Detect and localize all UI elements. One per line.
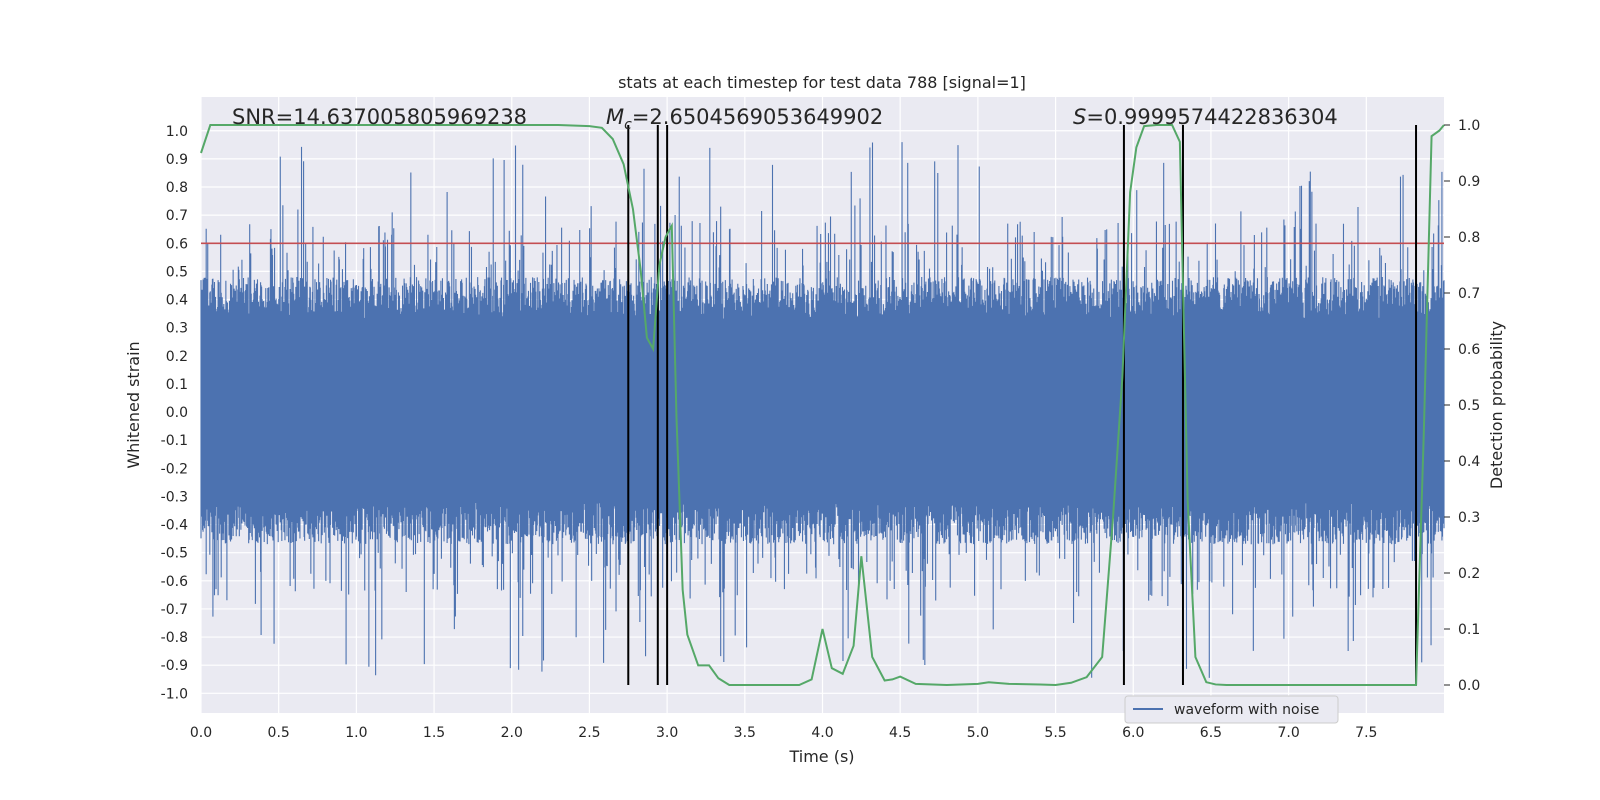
y-tick-label: 0.7 — [166, 208, 188, 224]
y-tick-label: 0.4 — [166, 293, 188, 309]
waveform-trace — [200, 142, 1445, 678]
y-tick-label: 0.3 — [166, 321, 188, 337]
x-tick-label: 7.0 — [1277, 725, 1299, 741]
y-tick-label: -0.9 — [161, 658, 188, 674]
y-axis-right-label: Detection probability — [1487, 321, 1506, 489]
chirp-mass-subscript: c — [624, 117, 632, 133]
y-tick-label: 0.9 — [166, 152, 188, 168]
x-tick-label: 5.5 — [1044, 725, 1066, 741]
x-tick-label: 5.0 — [967, 725, 989, 741]
chirp-mass-value: =2.6504569053649902 — [632, 105, 883, 129]
y-tick-label: -0.4 — [161, 518, 188, 534]
x-tick-label: 6.0 — [1122, 725, 1144, 741]
x-tick-label: 1.0 — [345, 725, 367, 741]
y-tick-label: -0.3 — [161, 489, 188, 505]
legend: waveform with noise — [1124, 695, 1339, 724]
y-tick-label: 0.5 — [166, 264, 188, 280]
y-right-tick-label: 0.5 — [1458, 398, 1480, 414]
y-tick-label: -0.8 — [161, 630, 188, 646]
ticks-layer: 0.0 0.5 1.0 1.5 2.0 2.5 3.0 3.5 4.0 4.5 5.0 5.5 6.0 6… — [161, 118, 1481, 741]
overlay-layer — [200, 124, 1445, 687]
x-tick-label: 3.0 — [656, 725, 678, 741]
y-right-tick-label: 0.8 — [1458, 230, 1480, 246]
y-right-tick-label: 0.7 — [1458, 286, 1480, 302]
x-axis-label: Time (s) — [788, 747, 854, 766]
x-tick-label: 0.5 — [268, 725, 290, 741]
y-tick-label: -0.6 — [161, 574, 188, 590]
y-right-tick-label: 1.0 — [1458, 118, 1480, 134]
chirp-mass-symbol: M — [606, 105, 624, 129]
legend-label: waveform with noise — [1174, 702, 1319, 718]
y-tick-label: 0.1 — [166, 377, 188, 393]
y-tick-label: -0.5 — [161, 546, 188, 562]
x-tick-label: 4.0 — [811, 725, 833, 741]
y-right-tick-label: 0.2 — [1458, 566, 1480, 582]
legend-box — [1124, 695, 1339, 724]
y-tick-label: 1.0 — [166, 124, 188, 140]
y-right-tick-label: 0.0 — [1458, 678, 1480, 694]
x-tick-label: 2.5 — [578, 725, 600, 741]
snr-annotation: SNR=14.637005805969238 — [232, 105, 527, 129]
chirp-mass-annotation: Mc=2.6504569053649902 — [606, 105, 883, 133]
y-right-tick-label: 0.1 — [1458, 622, 1480, 638]
x-tick-label: 2.0 — [501, 725, 523, 741]
y-right-tick-label: 0.6 — [1458, 342, 1480, 358]
spin-symbol: S — [1073, 105, 1086, 129]
detection-probability-line — [200, 124, 1445, 687]
y-tick-label: -1.0 — [161, 686, 188, 702]
y-right-tick-label: 0.9 — [1458, 174, 1480, 190]
y-tick-label: 0.8 — [166, 180, 188, 196]
x-tick-label: 6.5 — [1200, 725, 1222, 741]
y-right-tick-label: 0.4 — [1458, 454, 1480, 470]
x-tick-label: 0.0 — [190, 725, 212, 741]
y-tick-label: -0.7 — [161, 602, 188, 618]
waveform-layer — [200, 142, 1445, 678]
x-tick-label: 7.5 — [1355, 725, 1377, 741]
y-tick-label: 0.0 — [166, 405, 188, 421]
y-tick-label: 0.6 — [166, 236, 188, 252]
x-tick-label: 3.5 — [734, 725, 756, 741]
chart-title: stats at each timestep for test data 788… — [618, 73, 1026, 92]
y-tick-label: -0.1 — [161, 433, 188, 449]
y-axis-label: Whitened strain — [124, 341, 143, 468]
y-tick-label: -0.2 — [161, 461, 188, 477]
x-tick-label: 1.5 — [423, 725, 445, 741]
spin-value: =0.9999574422836304 — [1086, 105, 1337, 129]
x-tick-label: 4.5 — [889, 725, 911, 741]
y-right-tick-label: 0.3 — [1458, 510, 1480, 526]
spin-annotation: S=0.9999574422836304 — [1073, 105, 1338, 129]
y-tick-label: 0.2 — [166, 349, 188, 365]
